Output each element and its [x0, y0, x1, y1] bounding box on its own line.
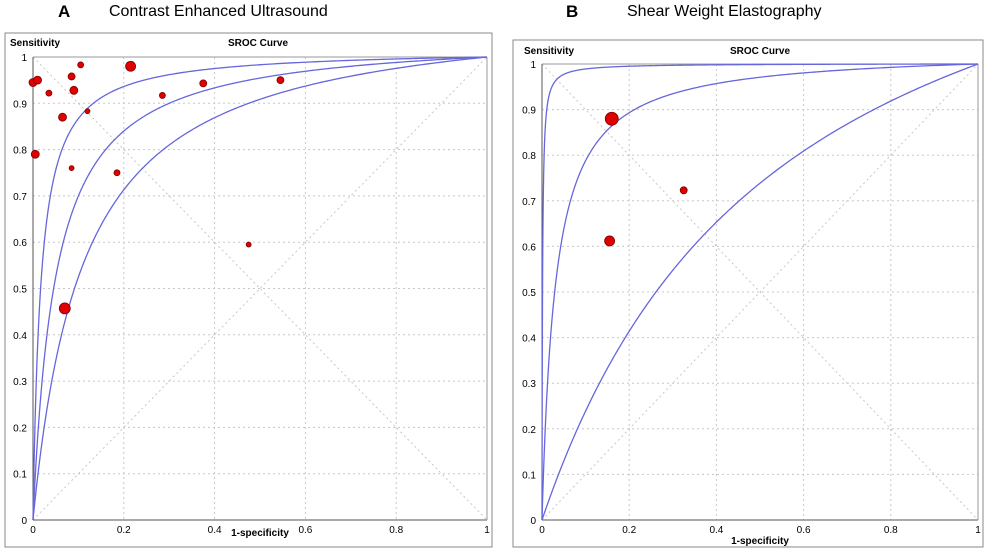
chart-a-curve-ci-lower [32, 56, 488, 521]
chart-a-x-tick-label: 0.4 [208, 525, 222, 536]
chart-a-y-tick-label: 0.2 [13, 423, 27, 434]
chart-a-study-point [68, 165, 75, 172]
chart-b-antidiagonal [541, 63, 979, 521]
chart-b-y-tick-label: 0.8 [522, 151, 536, 162]
chart-a-y-tick-label: 0.6 [13, 238, 27, 249]
chart-a-curve-ci-upper [32, 56, 488, 520]
chart-a-study-point [158, 92, 166, 99]
chart-b-x-tick-label: 0 [539, 525, 545, 536]
chart-a-study-point [125, 60, 137, 72]
chart-a-study-point [113, 169, 121, 177]
panel-a-title: Contrast Enhanced Ultrasound [109, 3, 328, 20]
chart-b-y-tick-label: 0.2 [522, 425, 536, 436]
panel-b-letter: B [566, 2, 579, 21]
chart-b-curve-ci-upper [541, 63, 978, 520]
chart-a-y-tick-label: 1 [21, 53, 27, 64]
chart-b-study-point [679, 186, 688, 195]
chart-a-study-point [69, 85, 79, 95]
chart-a-y-tick-label: 0.7 [13, 192, 27, 203]
chart-a-y-tick-label: 0.1 [13, 470, 27, 481]
chart-b-y-label: Sensitivity [524, 46, 574, 57]
chart-b-x-label: 1-specificity [731, 536, 789, 547]
chart-b-y-tick-label: 1 [530, 60, 536, 71]
chart-a-study-point [77, 61, 85, 69]
chart-a-x-tick-label: 0.8 [389, 525, 403, 536]
chart-b-y-tick-label: 0.1 [522, 470, 536, 481]
chart-b-y-tick-label: 0.7 [522, 197, 536, 208]
chart-b-y-tick-label: 0 [530, 516, 536, 527]
chart-a-study-point [67, 72, 76, 81]
chart-b-x-tick-label: 1 [975, 525, 981, 536]
chart-a-x-tick-label: 1 [484, 525, 490, 536]
chart-b-plot-title: SROC Curve [730, 46, 790, 57]
chart-a-diagonal [32, 56, 488, 521]
chart-a-study-point [245, 241, 252, 248]
panel-a-letter: A [58, 2, 71, 21]
chart-a-x-label: 1-specificity [231, 528, 289, 539]
chart-a-y-tick-label: 0.4 [13, 331, 27, 342]
chart-b-y-tick-label: 0.6 [522, 242, 536, 253]
chart-b-frame [512, 39, 984, 548]
chart-a-y-tick-label: 0 [21, 516, 27, 527]
chart-a-curve-sroc [32, 56, 488, 521]
chart-a-study-point [58, 302, 71, 315]
chart-a-y-tick-label: 0.3 [13, 377, 27, 388]
chart-b-y-tick-label: 0.5 [522, 288, 536, 299]
chart-a-y-tick-label: 0.8 [13, 146, 27, 157]
chart-b-x-tick-label: 0.4 [709, 525, 723, 536]
chart-b-x-tick-label: 0.2 [622, 525, 636, 536]
chart-b-curve-sroc [541, 63, 979, 520]
chart-a-study-point [276, 76, 285, 85]
chart-a-y-label: Sensitivity [10, 38, 60, 49]
chart-a-antidiagonal [32, 56, 488, 521]
chart-b-y-tick-label: 0.3 [522, 379, 536, 390]
chart-a-study-point [30, 149, 40, 159]
chart-a-frame [4, 32, 493, 548]
chart-a-y-tick-label: 0.5 [13, 285, 27, 296]
chart-a-plot-title: SROC Curve [228, 38, 288, 49]
panel-b-title: Shear Weight Elastography [627, 3, 822, 20]
chart-b-study-point [604, 111, 619, 126]
chart-b-y-tick-label: 0.4 [522, 334, 536, 345]
chart-a-study-point [45, 89, 53, 97]
chart-a-study-point [58, 112, 67, 122]
chart-b-x-tick-label: 0.6 [797, 525, 811, 536]
chart-a-y-tick-label: 0.9 [13, 99, 27, 110]
chart-b-study-point [604, 235, 615, 247]
chart-b-curve-ci-lower [541, 63, 979, 521]
chart-a-x-tick-label: 0.2 [117, 525, 131, 536]
chart-a-study-point [84, 108, 91, 115]
chart-b-y-tick-label: 0.9 [522, 106, 536, 117]
chart-b-x-tick-label: 0.8 [884, 525, 898, 536]
chart-a-study-point [33, 75, 42, 85]
chart-a-study-point [199, 79, 208, 88]
chart-a-x-tick-label: 0.6 [298, 525, 312, 536]
chart-a-x-tick-label: 0 [30, 525, 36, 536]
